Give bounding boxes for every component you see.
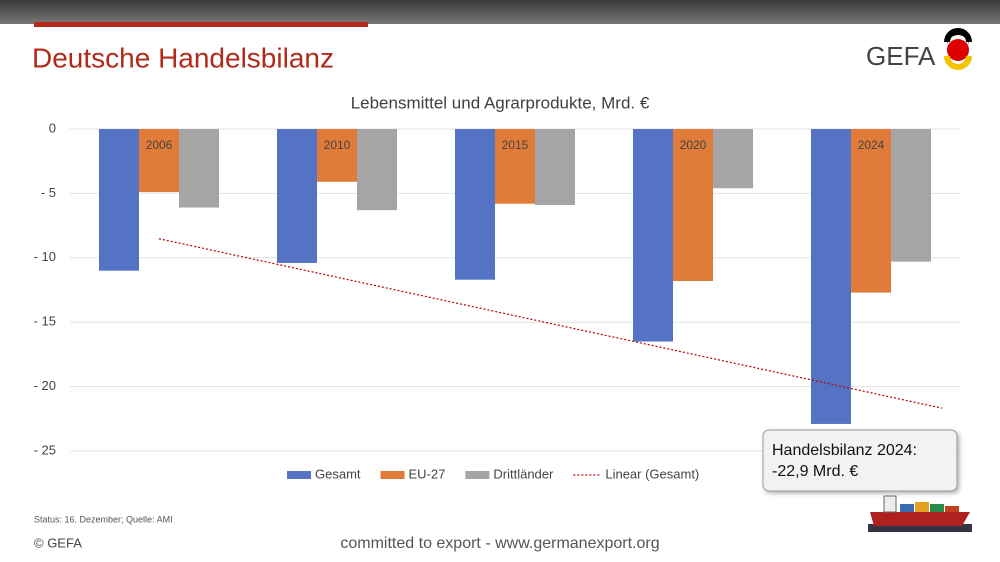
bar <box>535 129 575 205</box>
logo-flag <box>944 28 972 70</box>
y-tick-label: - 15 <box>34 314 56 329</box>
bar <box>891 129 931 262</box>
annotation-text: -22,9 Mrd. € <box>772 463 858 480</box>
category-label: 2020 <box>680 138 707 152</box>
bar <box>277 129 317 263</box>
bar <box>99 129 139 271</box>
legend-swatch <box>287 471 311 479</box>
slide-title: Deutsche Handelsbilanz <box>32 42 334 73</box>
bar <box>713 129 753 189</box>
y-tick-label: - 25 <box>34 442 56 457</box>
y-tick-label: - 20 <box>34 378 56 393</box>
chart-title: Lebensmittel und Agrarprodukte, Mrd. € <box>351 93 650 112</box>
bar <box>811 129 851 424</box>
bar <box>455 129 495 280</box>
legend-swatch <box>380 471 405 479</box>
legend-label: Gesamt <box>315 466 361 481</box>
accent-bar <box>34 22 368 27</box>
category-label: 2024 <box>858 138 885 152</box>
y-tick-label: 0 <box>49 120 56 135</box>
bar <box>851 129 891 293</box>
y-tick-label: - 10 <box>34 249 56 264</box>
bar <box>139 129 179 193</box>
legend-label: EU-27 <box>409 466 446 481</box>
legend-swatch <box>465 471 490 479</box>
copyright: © GEFA <box>34 535 82 550</box>
bar <box>633 129 673 342</box>
bar <box>179 129 219 208</box>
plot: 0 - 5 - 10 - 15 - 20 - 25 2006 2010 2015 2020 2024… <box>34 120 960 492</box>
category-label: 2010 <box>324 138 351 152</box>
bar <box>317 129 357 182</box>
legend-label: Drittländer <box>493 466 554 481</box>
source-note: Status: 16. Dezember; Quelle: AMI <box>34 514 173 524</box>
category-label: 2006 <box>146 138 173 152</box>
trendline <box>158 238 943 409</box>
bar <box>357 129 397 211</box>
bar <box>673 129 713 281</box>
top-bar <box>0 0 1000 24</box>
y-tick-label: - 5 <box>41 185 56 200</box>
annotation-text: Handelsbilanz 2024: <box>772 442 917 459</box>
legend-label: Linear (Gesamt) <box>605 466 699 481</box>
tagline: committed to export - www.germanexport.o… <box>340 535 659 552</box>
logo-text: GEFA <box>866 41 936 71</box>
annotation-box <box>762 429 958 492</box>
ship-icon <box>868 495 972 532</box>
category-label: 2015 <box>502 138 529 152</box>
bar <box>495 129 535 204</box>
